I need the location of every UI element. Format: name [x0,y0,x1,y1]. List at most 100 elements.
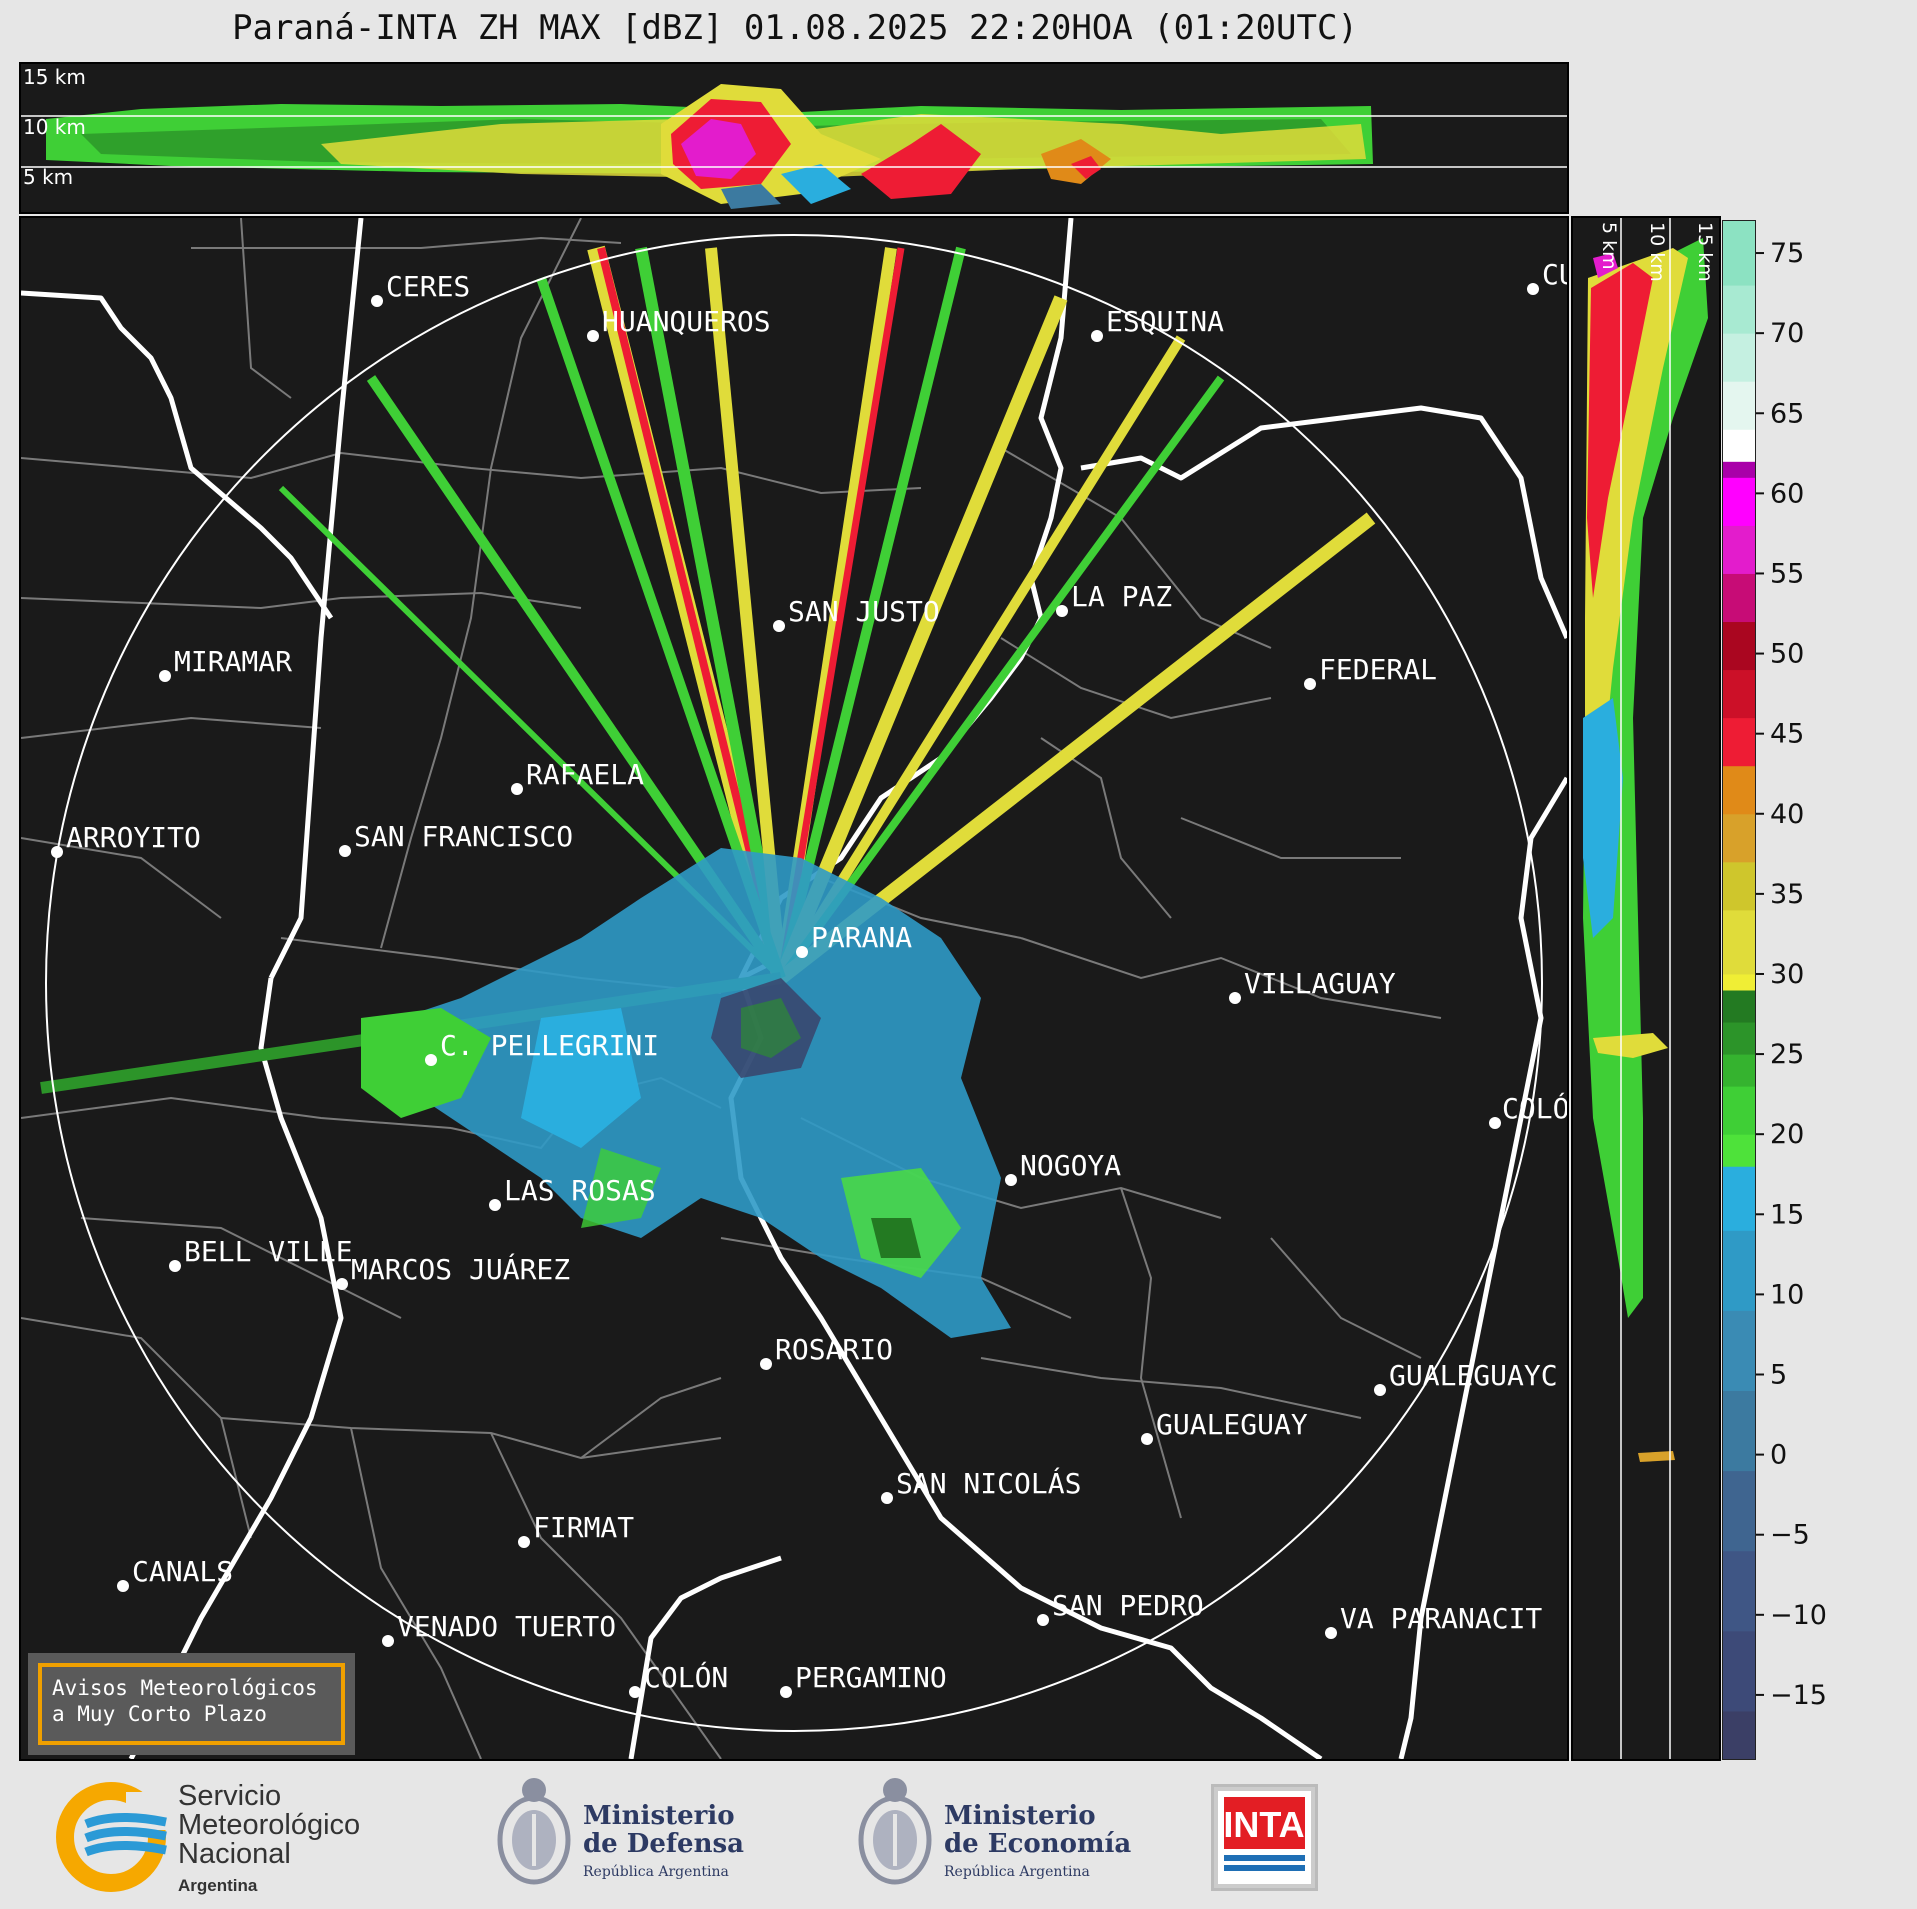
colorbar-swatch [1723,1390,1755,1472]
colorbar-swatch [1723,669,1755,719]
economia-line-1: Ministerio [944,1801,1096,1831]
side-cross-section-panel: 5 km 10 km 15 km [1571,216,1721,1761]
colorbar-swatch [1723,813,1755,863]
city-firmat: FIRMAT [533,1511,634,1544]
colorbar-swatch [1723,1086,1755,1135]
colorbar-tick-label: 25 [1770,1039,1804,1070]
notice-line-2: a Muy Corto Plazo [52,1702,267,1726]
top-cross-section-plot: 15 km 10 km 5 km [21,65,1567,209]
city-pergamino: PERGAMINO [795,1661,947,1694]
city-la-paz: LA PAZ [1071,580,1172,613]
colorbar-swatch [1723,1470,1755,1552]
smn-line-3: Nacional [178,1838,291,1870]
colorbar-tick-label: 75 [1770,238,1804,269]
top-label-15km: 15 km [23,65,86,89]
radar-map[interactable]: CERES HUANQUEROS ESQUINA CU MIRAMAR SAN … [21,218,1567,1759]
city-c-pellegrini: C. PELLEGRINI [440,1029,659,1062]
colorbar-tick-label: 45 [1770,719,1804,750]
colorbar-swatch [1723,477,1755,526]
city-esquina: ESQUINA [1106,305,1224,338]
city-canals: CANALS [132,1555,233,1588]
city-rosario: ROSARIO [775,1333,893,1366]
smn-sub: Argentina [178,1876,258,1895]
colorbar-swatch [1723,973,1755,991]
colorbar-swatch [1723,221,1755,286]
colorbar-tick-label: −5 [1770,1520,1810,1551]
range-ring [45,234,1543,1732]
colorbar-tick-label: 20 [1770,1119,1804,1150]
notice-box[interactable]: Avisos Meteorológicos a Muy Corto Plazo [28,1653,355,1755]
city-bell-ville: BELL VILLE [184,1235,353,1268]
colorbar-swatch [1723,429,1755,462]
side-echo-band [1583,238,1708,1462]
colorbar-tick-label: 50 [1770,639,1804,670]
defensa-line-1: Ministerio [583,1801,735,1831]
colorbar-swatch [1723,1134,1755,1167]
city-villaguay: VILLAGUAY [1244,967,1396,1000]
city-san-francisco: SAN FRANCISCO [354,820,573,853]
city-ceres: CERES [386,270,470,303]
colorbar [1722,220,1756,1760]
colorbar-swatch [1723,717,1755,767]
colorbar-tick-label: 0 [1770,1440,1787,1471]
colorbar-swatch [1723,573,1755,623]
footer-logos: Servicio Meteorológico Nacional Argentin… [0,1762,1917,1909]
defensa-logo-text: Ministerio de Defensa República Argentin… [583,1802,744,1886]
side-label-15km: 15 km [1694,222,1716,282]
city-federal: FEDERAL [1319,653,1437,686]
colorbar-swatches [1723,221,1755,1759]
colorbar-tick-label: 70 [1770,318,1804,349]
notice-line-1: Avisos Meteorológicos [52,1676,318,1700]
economia-seal-icon [855,1774,935,1896]
colorbar-tick-label: 55 [1770,558,1804,589]
economia-sub: República Argentina [944,1864,1090,1880]
colorbar-tick-label: 40 [1770,799,1804,830]
colorbar-swatch [1723,461,1755,478]
radial-spikes [40,245,1376,1094]
notice-box-frame: Avisos Meteorológicos a Muy Corto Plazo [38,1663,345,1745]
colorbar-tick-label: 10 [1770,1279,1804,1310]
city-gualeguaychu: GUALEGUAYC [1389,1359,1558,1392]
colorbar-swatch [1723,909,1755,975]
colorbar-swatch [1723,861,1755,911]
city-rafaela: RAFAELA [526,758,644,791]
colorbar-tick-label: −15 [1770,1680,1827,1711]
city-las-rosas: LAS ROSAS [504,1174,656,1207]
city-huanqueros: HUANQUEROS [602,305,771,338]
colorbar-swatch [1723,1022,1755,1055]
inta-logo: INTA [1211,1784,1318,1891]
colorbar-swatch [1723,765,1755,815]
colorbar-tick-label: 30 [1770,959,1804,990]
colorbar-swatch [1723,621,1755,671]
chart-title: Paraná-INTA ZH MAX [dBZ] 01.08.2025 22:2… [232,8,1358,48]
side-label-10km: 10 km [1646,222,1668,282]
city-nogoya: NOGOYA [1020,1149,1121,1182]
smn-line-1: Servicio [178,1780,282,1812]
colorbar-tick-label: 15 [1770,1199,1804,1230]
colorbar-tick-label: 65 [1770,398,1804,429]
colorbar-swatch [1723,381,1755,430]
colorbar-swatch [1723,525,1755,574]
city-arroyito: ARROYITO [66,821,201,854]
defensa-sub: República Argentina [583,1864,729,1880]
economia-logo-text: Ministerio de Economía República Argenti… [944,1802,1131,1886]
colorbar-swatch [1723,1230,1755,1311]
defensa-line-2: de Defensa [583,1829,744,1859]
colorbar-tick-label: 5 [1770,1360,1787,1391]
city-san-nicolas: SAN NICOLÁS [896,1466,1081,1500]
top-label-5km: 5 km [23,165,73,189]
city-colo: COLÓ [1502,1091,1567,1125]
top-label-10km: 10 km [23,115,86,139]
city-gualeguay: GUALEGUAY [1156,1408,1308,1441]
top-echo-band [46,84,1373,209]
colorbar-swatch [1723,1710,1755,1759]
radar-echo-field [40,245,1376,1338]
defensa-seal-icon [494,1774,574,1896]
smn-logo-icon [56,1782,176,1892]
colorbar-swatch [1723,285,1755,334]
colorbar-tick-labels: 75 70 65 60 55 50 45 40 35 30 25 20 15 10 5 0 −5 −10 −15 [1756,220,1876,1760]
city-marcos-juarez: MARCOS JUÁREZ [351,1252,570,1286]
colorbar-swatch [1723,1054,1755,1087]
city-colon: COLÓN [644,1660,728,1694]
radar-map-panel[interactable]: CERES HUANQUEROS ESQUINA CU MIRAMAR SAN … [19,216,1569,1761]
